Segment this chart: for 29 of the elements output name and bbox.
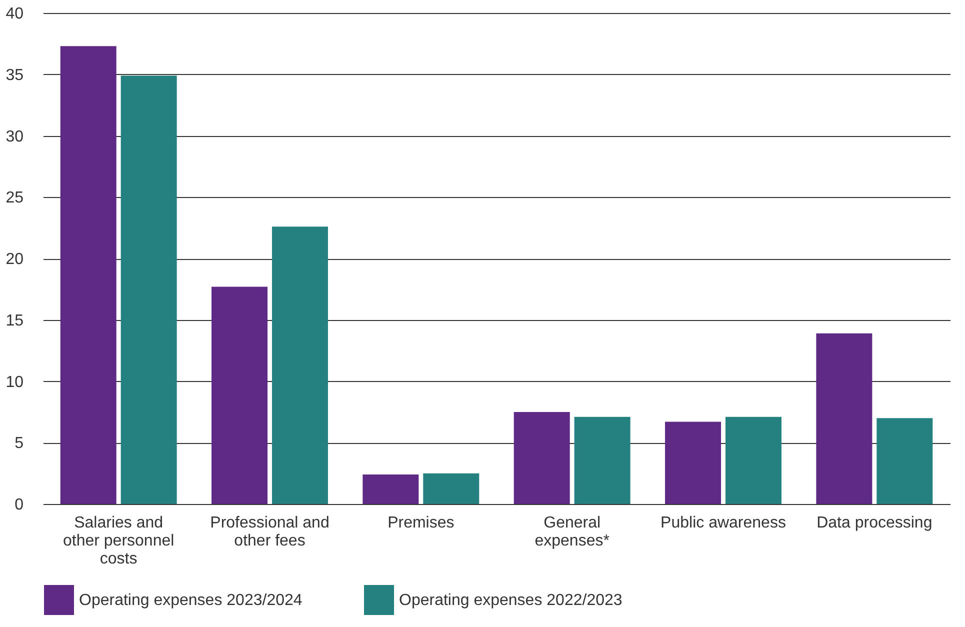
bar [362, 474, 419, 504]
y-tick-label: 35 [6, 66, 24, 84]
legend-label: Operating expenses 2022/2023 [399, 592, 622, 609]
x-tick-label: General expenses* [534, 514, 610, 550]
y-tick-label: 0 [14, 496, 24, 514]
bar [665, 422, 722, 504]
legend-label: Operating expenses 2023/2024 [79, 592, 302, 609]
bar [725, 416, 782, 504]
x-tick-label: Public awareness [660, 514, 786, 532]
y-tick-label: 30 [6, 128, 24, 146]
bar [272, 226, 328, 504]
x-tick-label: Data processing [816, 514, 932, 532]
x-tick-label: Premises [388, 514, 454, 532]
bar [60, 46, 116, 504]
y-tick-label: 15 [6, 312, 24, 330]
y-tick-label: 25 [6, 190, 24, 207]
bar [574, 416, 630, 504]
y-tick-label: 5 [14, 435, 24, 452]
bar [876, 418, 933, 504]
y-tick-label: 40 [6, 6, 24, 22]
bar [120, 76, 177, 504]
bar [514, 412, 570, 504]
bar [423, 473, 480, 504]
y-tick-label: 10 [6, 374, 24, 391]
bar [816, 333, 872, 504]
bar [212, 286, 268, 504]
y-tick-label: 20 [6, 251, 24, 268]
x-tick-label: Salaries and other personnel costs [62, 514, 174, 568]
x-tick-label: Professional and other fees [210, 514, 330, 550]
